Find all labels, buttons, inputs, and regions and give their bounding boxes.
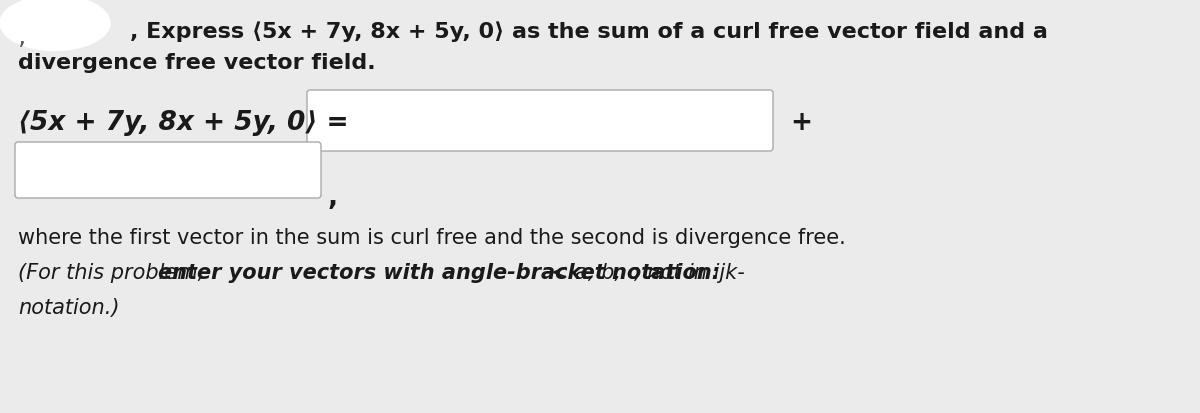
Text: divergence free vector field.: divergence free vector field.	[18, 53, 376, 73]
Text: , Express ⟨5x + 7y, 8x + 5y, 0⟩ as the sum of a curl free vector field and a: , Express ⟨5x + 7y, 8x + 5y, 0⟩ as the s…	[130, 21, 1048, 42]
Text: ,: ,	[328, 185, 338, 211]
Text: , not in ijk-: , not in ijk-	[634, 263, 744, 283]
Text: notation.): notation.)	[18, 298, 120, 318]
FancyBboxPatch shape	[307, 90, 773, 151]
Text: enter your vectors with angle-bracket notation:: enter your vectors with angle-bracket no…	[157, 263, 727, 283]
FancyBboxPatch shape	[14, 142, 322, 198]
Text: (For this problem,: (For this problem,	[18, 263, 211, 283]
Text: ’: ’	[18, 40, 26, 64]
Text: < a, b, c >: < a, b, c >	[551, 263, 664, 283]
Text: +: +	[790, 110, 812, 136]
Ellipse shape	[0, 0, 110, 50]
Text: where the first vector in the sum is curl free and the second is divergence free: where the first vector in the sum is cur…	[18, 228, 846, 248]
Text: ⟨5x + 7y, 8x + 5y, 0⟩ =: ⟨5x + 7y, 8x + 5y, 0⟩ =	[18, 110, 349, 136]
